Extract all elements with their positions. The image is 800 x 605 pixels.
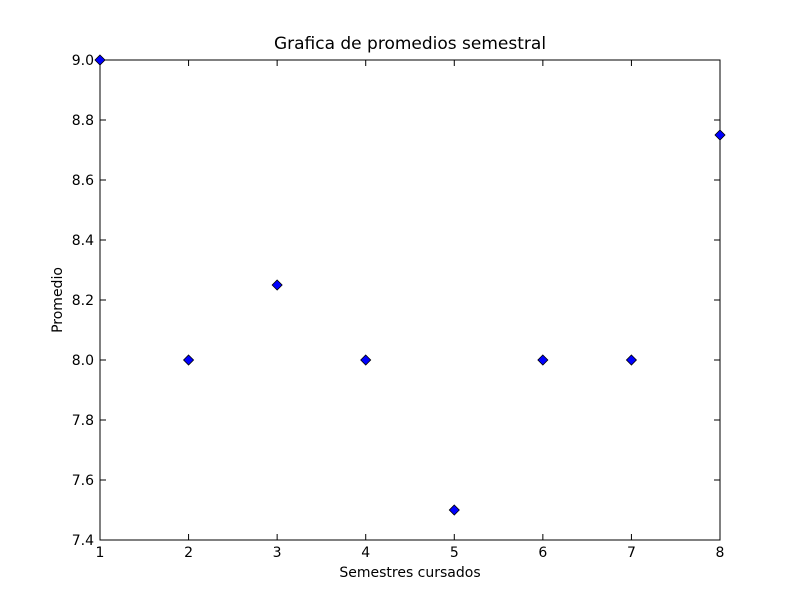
x-tick-label: 2	[184, 545, 193, 561]
data-point	[94, 54, 106, 66]
data-point	[537, 354, 549, 366]
x-tick-label: 5	[450, 545, 459, 561]
plot-frame	[99, 59, 721, 541]
x-tick-label: 4	[361, 545, 370, 561]
data-point	[183, 354, 195, 366]
x-tick-label: 1	[96, 545, 105, 561]
y-tick-label: 8.8	[72, 113, 94, 129]
x-tick-label: 3	[273, 545, 282, 561]
y-axis-label: Promedio	[50, 267, 66, 333]
data-point	[271, 279, 283, 291]
y-tick-label: 8.2	[72, 293, 94, 309]
data-point	[448, 504, 460, 516]
y-tick-label: 7.4	[72, 533, 94, 549]
y-tick-label: 7.6	[72, 473, 94, 489]
x-tick-label: 7	[627, 545, 636, 561]
plot-area: 1 2 3 4 5 6 7 8 7.4 7.6 7.8 8.0 8.2 8.4 8.6 8.8 9.0	[72, 53, 726, 561]
data-point	[625, 354, 637, 366]
data-point	[360, 354, 372, 366]
chart-title: Grafica de promedios semestral	[274, 34, 546, 54]
x-tick-label: 6	[538, 545, 547, 561]
data-point	[714, 129, 726, 141]
x-tick-label: 8	[716, 545, 725, 561]
y-tick-label: 9.0	[72, 53, 94, 69]
y-tick-label: 8.0	[72, 353, 94, 369]
x-axis-label: Semestres cursados	[339, 565, 480, 581]
y-tick-label: 8.4	[72, 233, 94, 249]
y-tick-label: 7.8	[72, 413, 94, 429]
y-tick-label: 8.6	[72, 173, 94, 189]
